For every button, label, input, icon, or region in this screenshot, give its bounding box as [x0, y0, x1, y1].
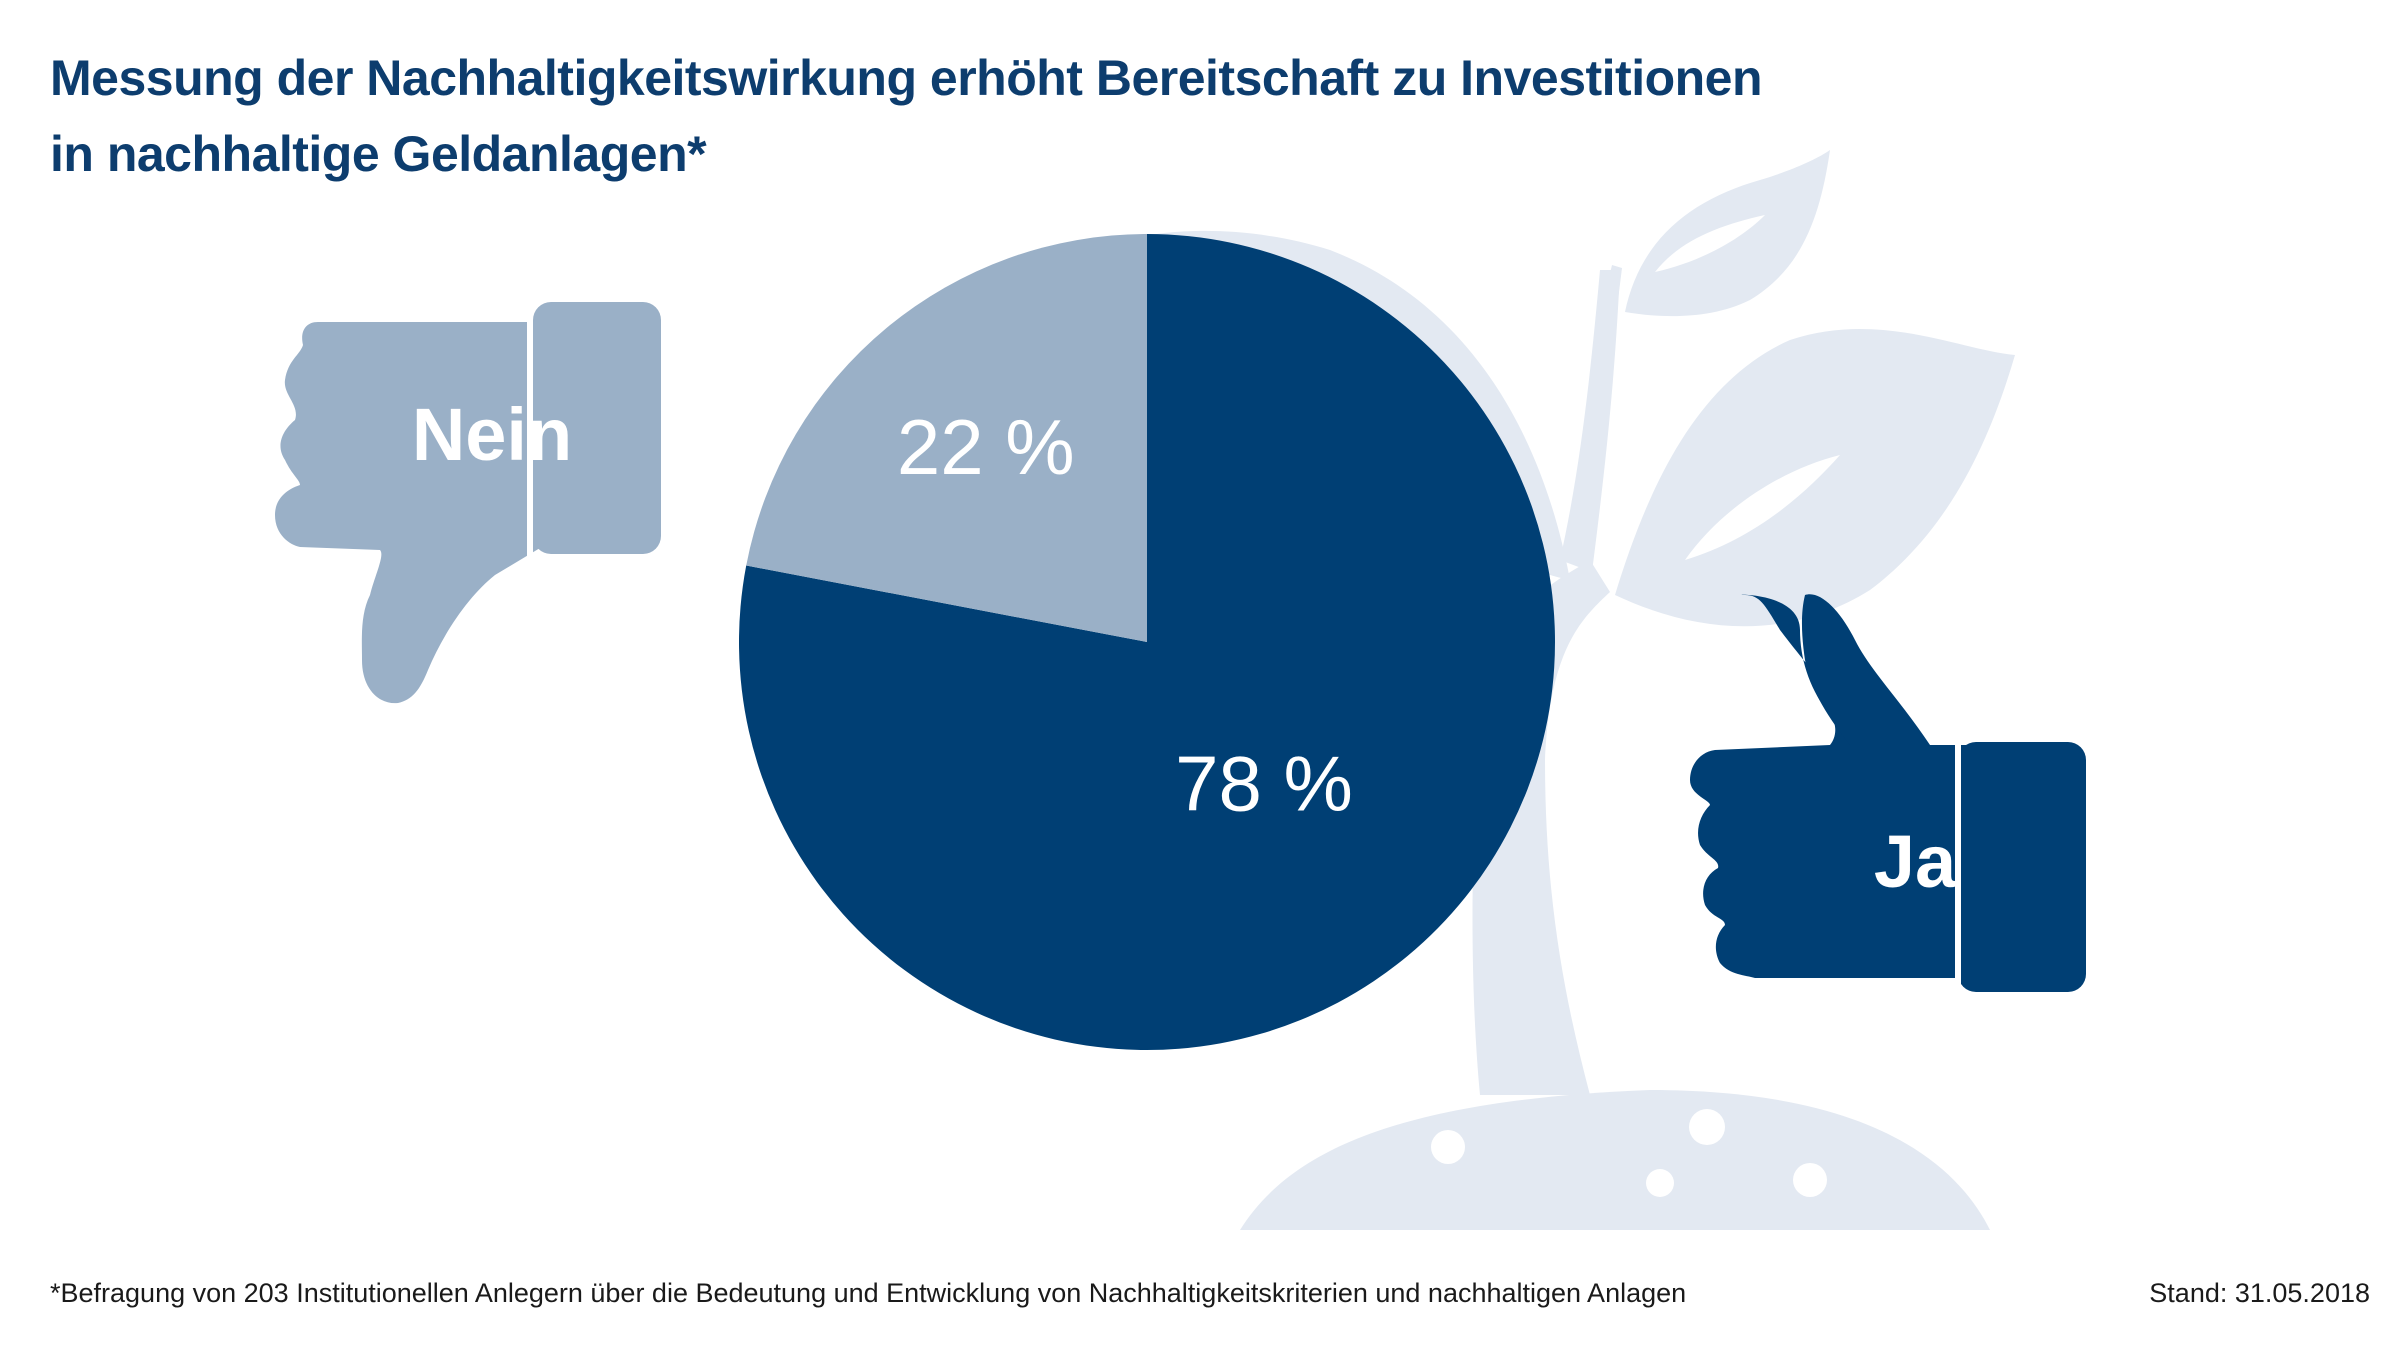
thumbs-up-cuff — [1958, 742, 2086, 992]
plant-leaf-vein-top — [1655, 215, 1765, 272]
thumbs-down-cuff — [533, 302, 661, 554]
pie-slice-nein — [746, 234, 1147, 642]
nein-label: Nein — [412, 393, 572, 476]
footnote: *Befragung von 203 Institutionellen Anle… — [50, 1278, 1687, 1308]
plant-leaf-vein-right — [1685, 455, 1840, 560]
plant-stem-upper — [1560, 270, 1620, 572]
pie-label-ja: 78 % — [1175, 739, 1353, 827]
soil-dot — [1689, 1109, 1725, 1145]
ja-label: Ja — [1874, 820, 1957, 903]
chart-title-line-2: in nachhaltige Geldanlagen* — [50, 126, 707, 182]
thumbs-down-icon: Nein — [275, 300, 661, 704]
thumbs-up-thumb — [1801, 594, 1930, 745]
thumbs-down-hand — [275, 322, 545, 704]
chart-title-line-1: Messung der Nachhaltigkeitswirkung erhöh… — [50, 50, 1763, 106]
pie-label-nein: 22 % — [897, 403, 1075, 491]
soil-dot — [1793, 1163, 1827, 1197]
stand-date: Stand: 31.05.2018 — [2149, 1278, 2370, 1308]
plant-bud — [1605, 265, 1622, 300]
pie-chart: 78 % 22 % — [738, 234, 1555, 1050]
plant-soil — [1240, 1090, 1990, 1230]
soil-dot — [1431, 1130, 1465, 1164]
thumbs-up-icon: Ja — [1690, 594, 2086, 994]
soil-dot — [1646, 1169, 1674, 1197]
soil-dots — [1431, 1109, 1827, 1197]
thumbs-up-hand — [1690, 594, 1968, 978]
chart-title: Messung der Nachhaltigkeitswirkung erhöh… — [50, 40, 2050, 192]
